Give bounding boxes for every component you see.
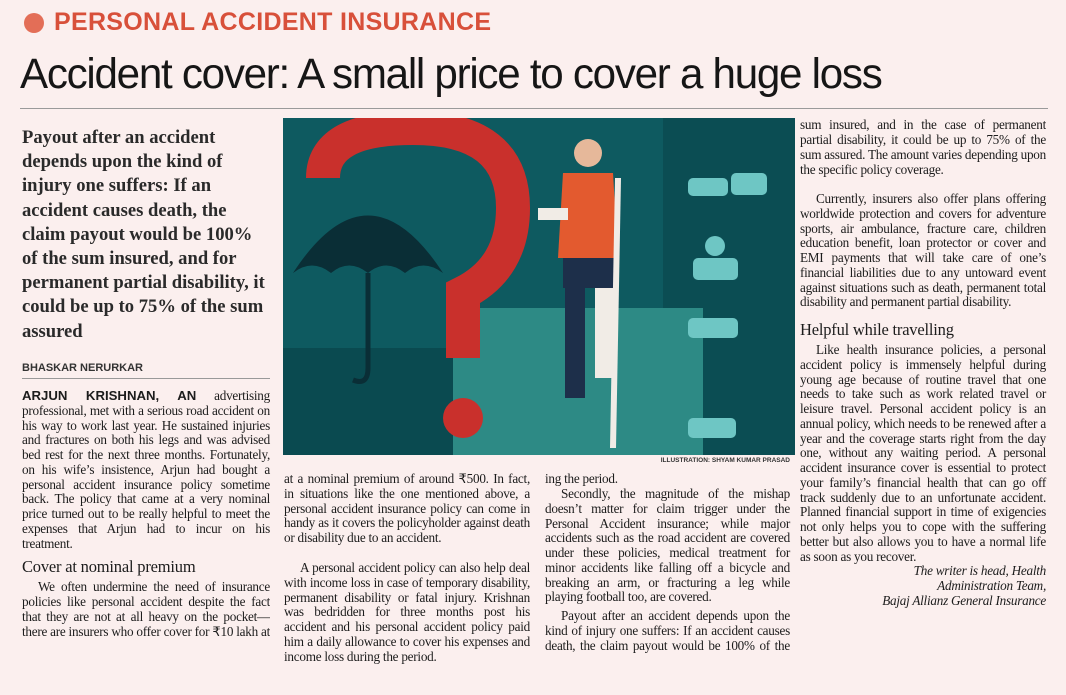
author-note: Administration Team,	[937, 578, 1046, 593]
subheading: Helpful while travelling	[800, 320, 954, 339]
kicker-text: PERSONAL ACCIDENT INSURANCE	[54, 8, 492, 36]
headline-divider	[20, 108, 1048, 109]
paragraph: We often undermine the need of insurance…	[22, 580, 270, 639]
column-4: Payout after an accident depends upon th…	[800, 118, 1046, 609]
subheading: Cover at nominal premium	[22, 557, 196, 577]
paragraph-text: advertising professional, met with a ser…	[22, 388, 270, 551]
lead-in: ARJUN KRISHNAN, AN	[22, 388, 197, 403]
paragraph: Currently, insurers also offer plans off…	[800, 191, 1046, 310]
column-1: ARJUN KRISHNAN, AN advertising professio…	[22, 388, 270, 639]
column-3: ing the period. Secondly, the magnitude …	[545, 472, 790, 653]
paragraph-continued: Payout after an accident depends upon th…	[800, 118, 1046, 192]
illustration-credit: ILLUSTRATION: SHYAM KUMAR PRASAD	[660, 457, 790, 464]
column-2: We often undermine the need of insurance…	[284, 472, 530, 664]
section-kicker: PERSONAL ACCIDENT INSURANCE	[24, 8, 491, 37]
intro-deck: Payout after an accident depends upon th…	[22, 127, 265, 342]
illustration	[283, 118, 795, 455]
injured-person-icon	[538, 139, 621, 449]
paragraph-text: We often undermine the need of insurance…	[284, 472, 530, 545]
question-mark-icon	[306, 118, 531, 438]
car-crash-icons	[688, 173, 767, 438]
author-note: The writer is head, Health	[913, 563, 1047, 579]
paragraph: ARJUN KRISHNAN, AN advertising professio…	[22, 388, 270, 551]
paragraph: A personal accident policy can also help…	[284, 561, 530, 664]
paragraph: Secondly, the magnitude of the mishap do…	[545, 486, 790, 605]
paragraph-continued: We often undermine the need of insurance…	[284, 472, 530, 561]
paragraph-continued: ing the period.	[545, 472, 618, 486]
umbrella-icon	[293, 215, 443, 384]
paragraph: Payout after an accident depends upon th…	[545, 609, 790, 653]
paragraph-text: Payout after an accident depends upon th…	[800, 118, 1046, 177]
paragraph: Like health insurance policies, a person…	[800, 342, 1046, 564]
author-note: Bajaj Allianz General Insurance	[882, 592, 1046, 608]
headline: Accident cover: A small price to cover a…	[20, 50, 883, 98]
kicker-dot-icon	[24, 12, 44, 33]
byline: BHASKAR NERURKAR	[22, 362, 270, 379]
